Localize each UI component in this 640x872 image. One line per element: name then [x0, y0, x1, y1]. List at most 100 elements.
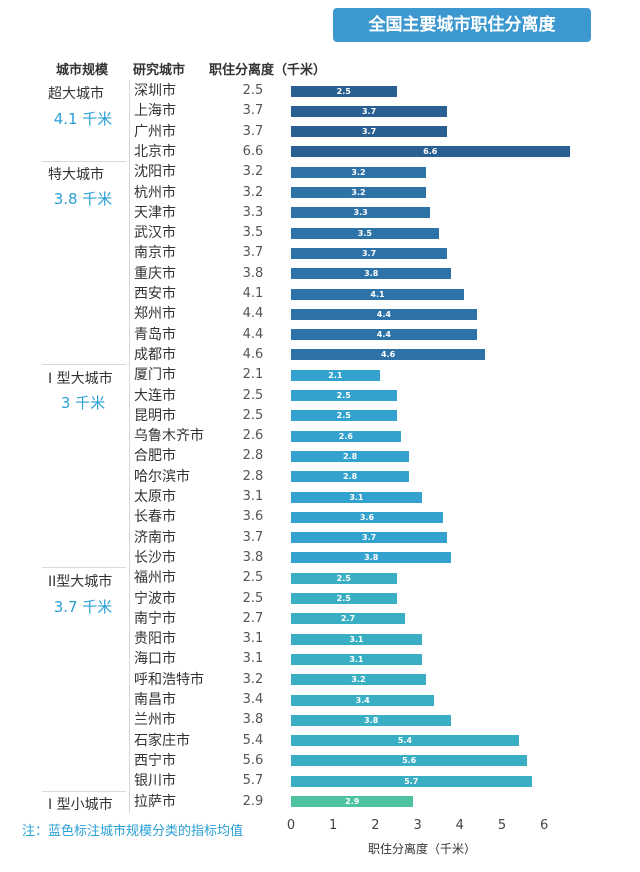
bar: [291, 552, 452, 564]
value-label: 3.2: [242, 184, 264, 200]
city-label: 深圳市: [134, 83, 176, 99]
x-tick-label: 3: [413, 818, 422, 833]
bar: [291, 430, 401, 442]
value-label: 3.5: [242, 225, 264, 241]
value-label: 4.6: [242, 346, 264, 362]
bar-data-label: 5.6: [402, 756, 417, 766]
bar: [291, 105, 448, 117]
bar-data-label: 2.5: [336, 573, 351, 583]
value-label: 3.2: [242, 164, 264, 180]
bar-data-label: 3.2: [351, 188, 366, 197]
group-name-mega: 特大城市: [48, 167, 104, 183]
bar-data-label: 3.6: [359, 512, 375, 522]
city-label: 贵阳市: [134, 631, 176, 648]
group-name-large2: II型大城市: [48, 574, 113, 590]
value-label: 6.6: [242, 143, 264, 159]
value-label: 3.7: [242, 103, 264, 119]
value-label: 2.7: [242, 610, 264, 626]
x-tick-label: 5: [497, 818, 507, 833]
bar-data-label: 2.8: [342, 451, 358, 461]
x-tick-label: 4: [455, 818, 464, 833]
city-label: 北京市: [134, 143, 176, 160]
bar: [291, 390, 397, 401]
group-divider: [42, 364, 126, 365]
city-label: 南京市: [134, 245, 176, 262]
bar: [291, 146, 570, 158]
city-label: 哈尔滨市: [134, 468, 190, 485]
x-tick-label: 2: [371, 818, 380, 833]
bar: [291, 126, 448, 138]
bar-data-label: 4.1: [370, 289, 385, 299]
bar: [291, 166, 427, 178]
bar-data-label: 3.7: [361, 248, 377, 258]
bar: [291, 511, 443, 523]
bar-data-label: 3.1: [349, 634, 364, 644]
value-label: 3.2: [242, 671, 264, 687]
group-divider: [42, 567, 126, 568]
bar-data-label: 6.6: [423, 147, 438, 157]
bar-data-label: 3.8: [364, 715, 379, 725]
city-label: 青岛市: [134, 326, 176, 343]
bar: [291, 369, 380, 381]
bar-data-label: 2.7: [340, 614, 356, 624]
bar-data-label: 3.8: [364, 269, 379, 279]
bar-data-label: 3.8: [364, 553, 379, 563]
bar: [291, 329, 477, 341]
value-label: 2.1: [242, 367, 264, 383]
value-label: 3.1: [242, 651, 264, 667]
value-label: 3.8: [242, 549, 264, 565]
city-label: 西安市: [134, 286, 176, 302]
city-label: 重庆市: [134, 265, 176, 282]
bar: [291, 227, 439, 239]
city-label: 成都市: [134, 346, 176, 363]
bar-data-label: 4.4: [376, 330, 391, 340]
bar: [291, 247, 448, 259]
chart-title: 全国主要城市职住分离度: [333, 8, 591, 42]
x-tick-label: 1: [329, 818, 338, 833]
value-label: 4.1: [242, 286, 264, 301]
value-label: 2.5: [242, 407, 264, 423]
city-label: 呼和浩特市: [134, 671, 204, 688]
city-label: 宁波市: [134, 590, 176, 607]
group-avg-super: 4.1 千米: [53, 110, 113, 128]
value-label: 2.6: [242, 428, 264, 444]
value-label: 3.1: [242, 631, 264, 647]
city-label: 乌鲁木齐市: [134, 428, 204, 445]
city-label: 昆明市: [134, 407, 176, 424]
bar-data-label: 3.3: [353, 208, 368, 218]
bar: [291, 775, 532, 787]
bar: [291, 308, 477, 320]
bar: [291, 755, 528, 767]
bar: [291, 187, 427, 198]
x-axis-label: 职住分离度（千米）: [368, 842, 477, 856]
bar: [291, 633, 422, 645]
group-name-small1: I 型小城市: [48, 797, 113, 813]
bar: [291, 613, 405, 625]
value-label: 3.1: [242, 489, 264, 504]
bar-data-label: 4.6: [380, 350, 396, 360]
city-label: 杭州市: [134, 184, 176, 201]
city-label: 大连市: [134, 387, 176, 404]
bar: [291, 694, 435, 706]
bar: [291, 288, 465, 300]
city-label: 长沙市: [134, 549, 176, 566]
group-avg-large2: 3.7 千米: [53, 598, 113, 616]
city-label: 南昌市: [134, 692, 176, 708]
value-label: 2.5: [242, 83, 264, 98]
header-value: 职住分离度（千米）: [209, 63, 327, 78]
city-label: 沈阳市: [134, 164, 176, 181]
bar-data-label: 3.7: [361, 106, 377, 116]
city-label: 上海市: [134, 103, 176, 120]
value-label: 2.8: [242, 468, 264, 484]
bar: [291, 532, 448, 544]
value-label: 3.8: [242, 265, 264, 281]
city-label: 西宁市: [134, 752, 176, 769]
value-label: 3.7: [242, 245, 264, 261]
city-label: 南宁市: [134, 610, 176, 627]
bar-data-label: 3.2: [351, 675, 366, 685]
city-label: 拉萨市: [134, 793, 176, 810]
x-tick-label: 0: [286, 818, 296, 833]
group-name-large1: I 型大城市: [48, 371, 113, 387]
bar-data-label: 3.1: [349, 492, 364, 502]
value-label: 4.4: [242, 326, 264, 342]
